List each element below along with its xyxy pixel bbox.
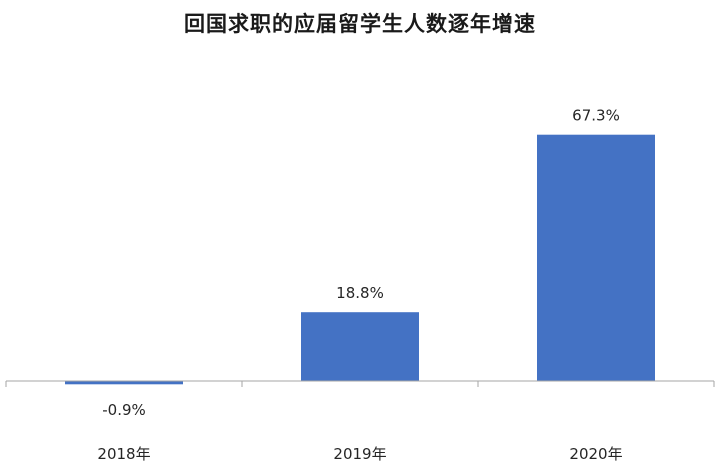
data-label-2: 67.3%	[572, 107, 620, 125]
x-tick-label-2: 2020年	[569, 445, 622, 463]
bar-2	[537, 134, 655, 381]
data-labels-group: -0.9% 18.8% 67.3%	[102, 107, 620, 419]
data-label-0: -0.9%	[102, 401, 146, 419]
bars-group	[65, 134, 655, 385]
bar-0	[65, 381, 183, 385]
chart-title: 回国求职的应届留学生人数逐年增速	[184, 12, 536, 36]
bar-1	[301, 312, 419, 381]
data-label-1: 18.8%	[336, 284, 384, 302]
x-axis	[5, 380, 715, 387]
tick-labels-group: 2018年 2019年 2020年	[97, 445, 622, 463]
x-tick-label-0: 2018年	[97, 445, 150, 463]
x-tick-label-1: 2019年	[333, 445, 386, 463]
